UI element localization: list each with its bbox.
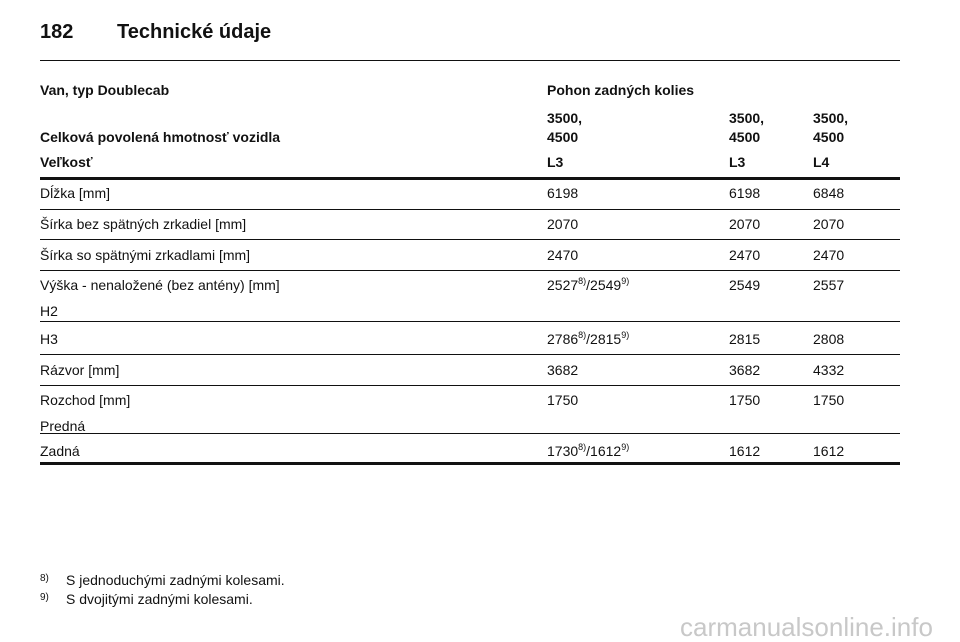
row-value: 1612: [729, 442, 760, 460]
section-label: Van, typ Doublecab: [40, 82, 170, 98]
row-value: 6198: [729, 184, 760, 202]
row-label: Šírka bez spätných zrkadiel [mm]: [40, 216, 247, 232]
row-value: 1612: [813, 442, 844, 460]
value-text: 1750: [813, 392, 845, 408]
value-text: 2527: [547, 277, 579, 293]
footnote-text: S dvojitými zadnými kolesami.: [66, 591, 253, 607]
row-label: Rázvor [mm]: [40, 362, 120, 378]
value-text: 2470: [813, 247, 845, 263]
value-text: 2557: [813, 277, 845, 293]
row-value: 6848: [813, 184, 844, 202]
row-rule: [40, 239, 900, 240]
footnote-ref: 8): [578, 276, 587, 286]
row-value: 1750: [547, 391, 578, 409]
row-label: H3: [40, 331, 58, 347]
value-text: 2070: [729, 216, 761, 232]
weight-value: 4500: [813, 129, 845, 145]
row-label: Dĺžka [mm]: [40, 185, 110, 201]
row-value: 2470: [729, 246, 760, 264]
value-text: 2070: [547, 216, 579, 232]
value-text: /2815: [586, 331, 622, 347]
value-text: 6198: [547, 185, 579, 201]
value-text: 1730: [547, 443, 579, 459]
value-text: 1750: [547, 392, 579, 408]
row-label: Výška - nenaložené (bez antény) [mm]: [40, 277, 280, 293]
watermark: carmanualsonline.info: [680, 612, 933, 642]
value-text: 1750: [729, 392, 761, 408]
row-label: Šírka so spätnými zrkadlami [mm]: [40, 247, 251, 263]
row-label: Rozchod [mm]: [40, 392, 131, 408]
row-rule: [40, 270, 900, 271]
row-value: 3682: [547, 361, 578, 379]
footnote-mark: 9): [40, 592, 49, 603]
weight-value: 3500,: [813, 110, 849, 126]
weight-label: Celková povolená hmotnosť vozidla: [40, 129, 281, 145]
row-label: Zadná: [40, 443, 80, 459]
value-text: 2815: [729, 331, 761, 347]
value-text: 1612: [813, 443, 845, 459]
footnote-ref: 8): [578, 442, 587, 452]
row-value: 6198: [547, 184, 578, 202]
weight-value: 4500: [547, 129, 579, 145]
footnote-ref: 9): [621, 442, 630, 452]
footnote-mark: 8): [40, 573, 49, 584]
page-number: 182: [40, 21, 74, 43]
row-value: 3682: [729, 361, 760, 379]
value-text: 3682: [547, 362, 579, 378]
row-value: 4332: [813, 361, 844, 379]
row-value: 2808: [813, 330, 844, 348]
section-value: Pohon zadných kolies: [547, 82, 695, 98]
row-value: 2470: [547, 246, 578, 264]
value-text: 2470: [547, 247, 579, 263]
value-text: 2786: [547, 331, 579, 347]
row-value: 2470: [813, 246, 844, 264]
size-value: L3: [729, 154, 746, 170]
header-rule: [40, 60, 900, 61]
value-text: 3682: [729, 362, 761, 378]
value-text: /1612: [586, 443, 622, 459]
row-rule: [40, 385, 900, 386]
footnote-text: S jednoduchými zadnými kolesami.: [66, 572, 285, 588]
row-rule: [40, 321, 900, 322]
value-text: /2549: [586, 277, 622, 293]
value-text: 6848: [813, 185, 845, 201]
value-text: 4332: [813, 362, 845, 378]
row-rule: [40, 209, 900, 210]
row-value: 17308)/16129): [547, 442, 629, 460]
row-rule: [40, 433, 900, 434]
size-value: L4: [813, 154, 830, 170]
row-label: Predná: [40, 418, 86, 434]
footnote-ref: 9): [621, 330, 630, 340]
row-value: 25278)/25499): [547, 276, 629, 294]
row-value: 2557: [813, 276, 844, 294]
row-value: 2070: [547, 215, 578, 233]
value-text: 1612: [729, 443, 761, 459]
value-text: 2549: [729, 277, 761, 293]
row-value: 2070: [813, 215, 844, 233]
size-label: Veľkosť: [40, 154, 93, 170]
row-value: 1750: [729, 391, 760, 409]
value-text: 6198: [729, 185, 761, 201]
size-value: L3: [547, 154, 564, 170]
value-text: 2470: [729, 247, 761, 263]
weight-value: 3500,: [729, 110, 765, 126]
page-title: Technické údaje: [117, 21, 272, 43]
value-text: 2070: [813, 216, 845, 232]
row-rule: [40, 354, 900, 355]
row-value: 1750: [813, 391, 844, 409]
row-label: H2: [40, 303, 58, 319]
row-value: 2070: [729, 215, 760, 233]
table-rule: [40, 177, 900, 180]
row-value: 2815: [729, 330, 760, 348]
footnote-ref: 9): [621, 276, 630, 286]
value-text: 2808: [813, 331, 845, 347]
row-rule: [40, 462, 900, 465]
row-value: 27868)/28159): [547, 330, 629, 348]
footnote-ref: 8): [578, 330, 587, 340]
row-value: 2549: [729, 276, 760, 294]
weight-value: 4500: [729, 129, 761, 145]
weight-value: 3500,: [547, 110, 583, 126]
